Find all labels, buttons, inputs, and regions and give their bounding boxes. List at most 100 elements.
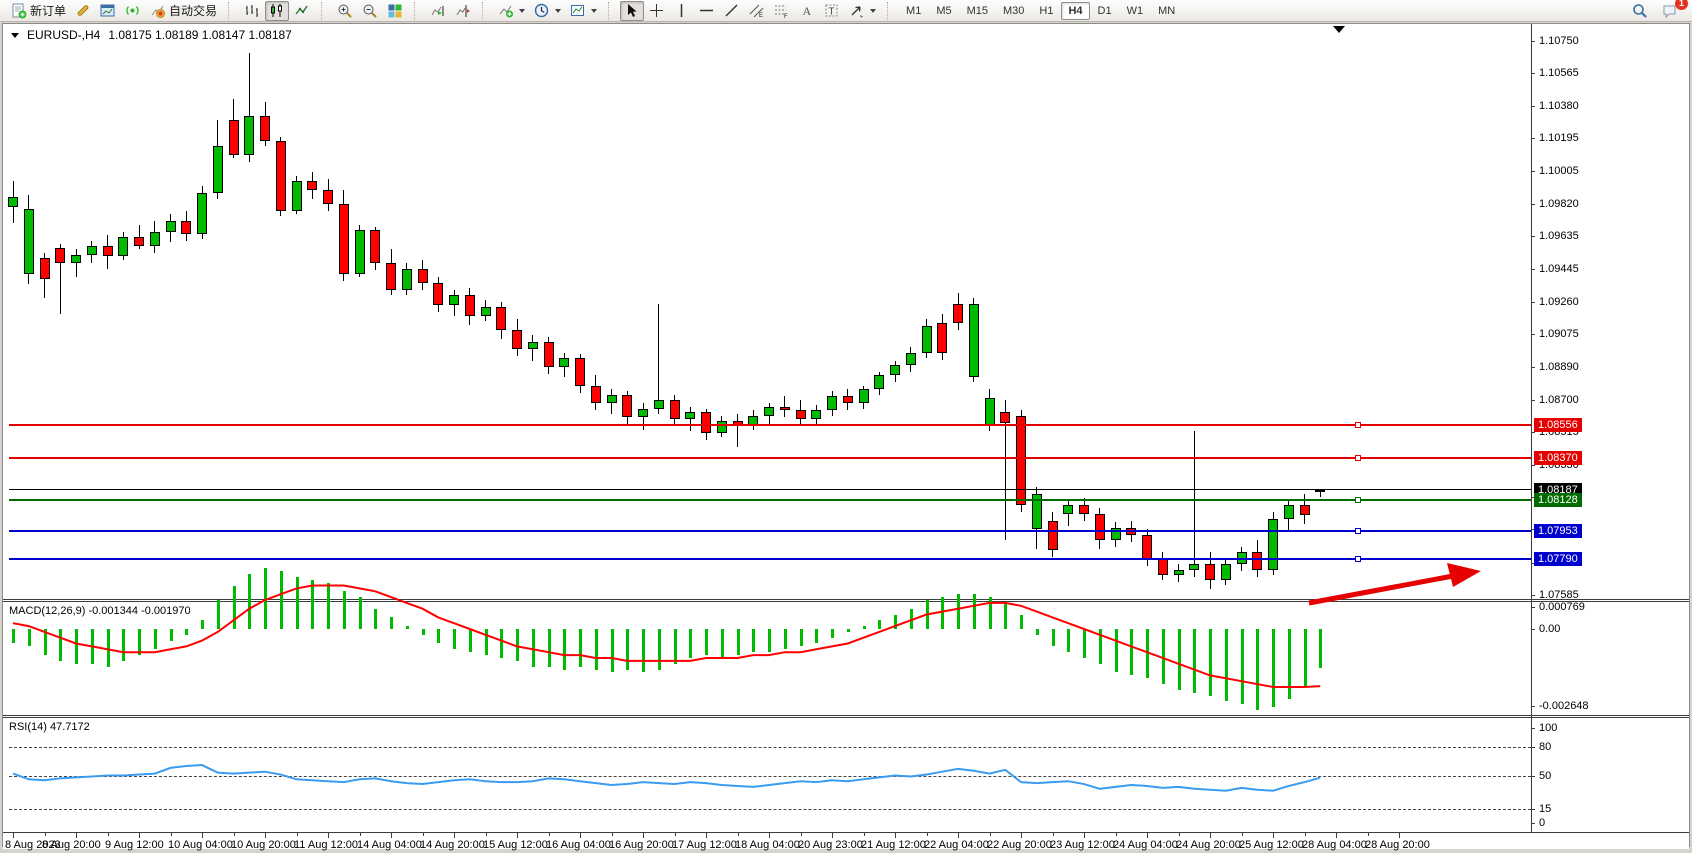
price-tick	[1531, 171, 1535, 173]
price-tick	[1531, 269, 1535, 271]
cursor-button[interactable]	[620, 0, 645, 21]
equidistant-channel-button[interactable]: E	[745, 1, 769, 21]
price-tick	[1531, 562, 1535, 564]
line-handle[interactable]	[1355, 422, 1361, 429]
text-button[interactable]: A	[795, 1, 819, 21]
timeframe-m30-button[interactable]: M30	[1003, 4, 1025, 17]
macd-histogram-bar	[1161, 629, 1165, 685]
auto-scroll-button[interactable]	[426, 1, 450, 21]
candle	[559, 357, 570, 367]
candle	[260, 116, 270, 141]
horizontal-line-1.07953[interactable]	[9, 529, 1531, 532]
date-label: 23 Aug 12:00	[1050, 839, 1115, 851]
fibonacci-button[interactable]: F	[770, 1, 794, 21]
line-handle[interactable]	[1355, 556, 1361, 563]
vertical-line-button[interactable]	[670, 1, 694, 21]
price-tick-label: 1.09075	[1539, 328, 1579, 341]
timeframe-d1-button[interactable]: D1	[1097, 4, 1112, 17]
arrow-tools-button[interactable]	[845, 1, 880, 21]
periods-button[interactable]	[530, 1, 565, 21]
candle	[228, 119, 239, 155]
date-label: 14 Aug 04:00	[357, 839, 422, 851]
signals-button[interactable]	[121, 1, 145, 21]
new-order-icon	[12, 3, 27, 18]
horizontal-line-1.08128[interactable]	[9, 498, 1531, 501]
horizontal-line-1.08556[interactable]	[9, 424, 1531, 427]
candle	[1016, 415, 1026, 505]
search-button[interactable]	[1628, 1, 1652, 21]
date-tick	[44, 833, 46, 836]
indicators-button[interactable]	[494, 1, 529, 21]
price-tick	[1531, 301, 1535, 303]
market-watch-button[interactable]	[96, 1, 120, 21]
toolbar-separator	[608, 1, 613, 20]
trendline-button[interactable]	[720, 1, 744, 21]
timeframe-m1-button[interactable]: M1	[906, 4, 922, 17]
date-axis[interactable]: 8 Aug 2023 8 Aug 20:00 9 Aug 12:00 10 Aug 0…	[3, 833, 1689, 851]
price-tick-label: 1.10195	[1539, 132, 1579, 145]
candle-chart-mode-button[interactable]	[265, 0, 290, 21]
templates-button[interactable]	[566, 1, 601, 21]
macd-histogram-bar	[673, 629, 677, 664]
candle	[874, 375, 885, 390]
macd-histogram-bar	[1004, 602, 1008, 629]
zoom-out-button[interactable]	[358, 1, 382, 21]
zoom-in-button[interactable]	[333, 1, 357, 21]
candle-wick	[689, 406, 691, 432]
timeframe-h1-button[interactable]: H1	[1039, 4, 1054, 17]
candle	[1252, 552, 1263, 570]
macd-histogram-bar	[957, 594, 960, 629]
text-label-button[interactable]: T	[820, 1, 844, 21]
macd-histogram-bar	[909, 608, 913, 629]
tile-windows-button[interactable]	[383, 1, 407, 21]
toolbar-separator	[228, 1, 233, 20]
candle	[71, 254, 81, 264]
macd-histogram-bar	[972, 594, 976, 629]
zoom-in-icon	[338, 4, 352, 18]
horizontal-line-1.08370[interactable]	[9, 456, 1531, 459]
date-label: 20 Aug 23:00	[798, 839, 863, 851]
timeframe-m5-button[interactable]: M5	[936, 4, 952, 17]
candle	[575, 357, 585, 386]
macd-histogram-bar	[1130, 629, 1134, 676]
chart-shift-button[interactable]	[451, 1, 475, 21]
chart-menu-caret-icon[interactable]	[11, 32, 19, 38]
date-label: 16 Aug 20:00	[609, 839, 674, 851]
date-major-tick	[895, 833, 896, 838]
date-label: 21 Aug 12:00	[861, 839, 926, 851]
autotrading-button[interactable]: 自动交易	[146, 1, 221, 21]
bar-chart-mode-button[interactable]	[240, 1, 264, 21]
date-major-tick	[958, 833, 959, 838]
timeframe-w1-button[interactable]: W1	[1126, 4, 1144, 17]
macd-histogram-bar	[736, 629, 740, 656]
horizontal-line-1.07790[interactable]	[9, 558, 1531, 561]
date-major-tick	[769, 833, 770, 838]
macd-histogram-bar	[894, 614, 897, 629]
candle	[480, 307, 491, 316]
candle	[921, 326, 932, 353]
timeframe-mn-button[interactable]: MN	[1158, 4, 1176, 17]
price-tick	[1531, 595, 1535, 596]
macd-histogram-bar	[1114, 629, 1118, 673]
macd-histogram-bar	[453, 629, 456, 650]
crosshair-button[interactable]	[645, 1, 669, 21]
macd-tick	[1531, 606, 1535, 608]
horizontal-line-button[interactable]	[695, 1, 719, 21]
notifications-button[interactable]: 1	[1658, 0, 1688, 21]
date-tick	[737, 833, 739, 836]
chevron-down-icon	[870, 8, 877, 13]
macd-histogram-bar	[1224, 629, 1228, 702]
timeframe-m15-button[interactable]: M15	[966, 4, 988, 17]
line-handle[interactable]	[1355, 527, 1361, 534]
candle	[464, 294, 475, 316]
timeframe-h4-button[interactable]: H4	[1061, 1, 1090, 20]
line-handle[interactable]	[1355, 496, 1361, 503]
profile-button[interactable]	[71, 1, 95, 21]
chart-shift-marker[interactable]	[1333, 26, 1345, 33]
line-chart-mode-button[interactable]	[290, 1, 314, 21]
date-tick	[485, 833, 487, 836]
line-handle[interactable]	[1355, 454, 1361, 461]
candle	[1031, 494, 1042, 530]
candle	[370, 230, 381, 264]
new-order-button[interactable]: 新订单	[7, 1, 70, 21]
